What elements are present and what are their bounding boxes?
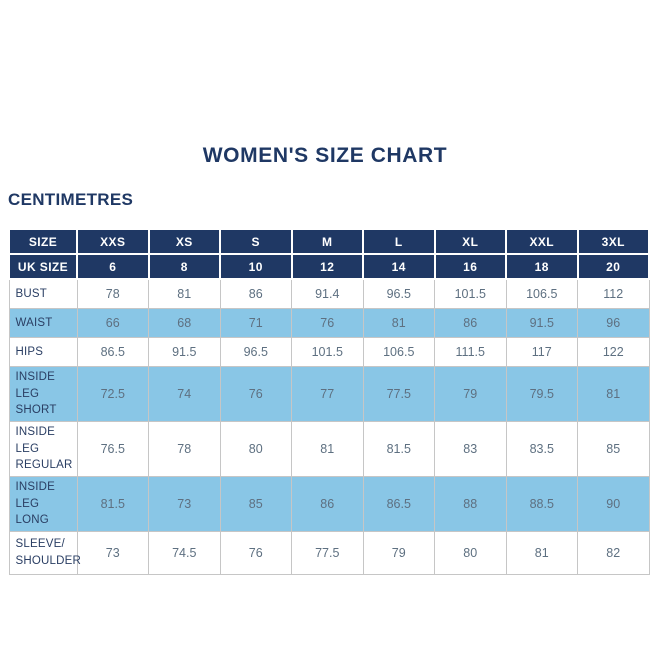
table-row: WAIST 66 68 71 76 81 86 91.5 96: [8, 308, 650, 338]
value-cell: 76: [219, 365, 292, 423]
header-value-cell: XXL: [505, 228, 579, 255]
table-row: INSIDE LEG LONG 81.5 73 85 86 86.5 88 88.5 90: [8, 476, 650, 533]
value-cell: 91.4: [291, 278, 364, 309]
value-cell: 91.5: [148, 337, 221, 367]
header-label-cell: SIZE: [8, 228, 78, 255]
value-cell: 73: [148, 476, 221, 533]
value-cell: 91.5: [505, 308, 578, 338]
value-cell: 74: [148, 365, 221, 423]
value-cell: 79: [362, 531, 435, 576]
value-cell: 71: [219, 308, 292, 338]
value-cell: 78: [148, 421, 221, 478]
value-cell: 85: [577, 421, 650, 478]
value-cell: 83.5: [505, 421, 578, 478]
value-cell: 80: [219, 421, 292, 478]
header-value-cell: 16: [433, 253, 507, 280]
header-value-cell: 3XL: [576, 228, 650, 255]
header-value-cell: 18: [505, 253, 579, 280]
header-value-cell: M: [290, 228, 364, 255]
value-cell: 81: [505, 531, 578, 576]
page-title: WOMEN'S SIZE CHART: [202, 144, 448, 167]
value-cell: 86: [219, 278, 292, 309]
row-label-cell: BUST: [8, 278, 78, 309]
value-cell: 73: [76, 531, 149, 576]
header-label-cell: UK SIZE: [8, 253, 78, 280]
value-cell: 81.5: [362, 421, 435, 478]
value-cell: 77.5: [291, 531, 364, 576]
value-cell: 77.5: [362, 365, 435, 423]
table-row: BUST 78 81 86 91.4 96.5 101.5 106.5 112: [8, 278, 650, 309]
header-row: UK SIZE 6 8 10 12 14 16 18 20: [8, 253, 650, 280]
table-row: INSIDE LEG SHORT 72.5 74 76 77 77.5 79 79.5 81: [8, 365, 650, 423]
header-value-cell: XXS: [76, 228, 150, 255]
value-cell: 76.5: [76, 421, 149, 478]
value-cell: 76: [291, 308, 364, 338]
value-cell: 101.5: [434, 278, 507, 309]
value-cell: 79.5: [505, 365, 578, 423]
value-cell: 76: [219, 531, 292, 576]
header-value-cell: S: [219, 228, 293, 255]
value-cell: 122: [577, 337, 650, 367]
value-cell: 106.5: [505, 278, 578, 309]
size-table-container: SIZE XXS XS S M L XL XXL 3XL UK SIZE 6 8 10 12 14 16 18 2…: [8, 228, 650, 576]
table-row: HIPS 86.5 91.5 96.5 101.5 106.5 111.5 117 122: [8, 337, 650, 367]
value-cell: 81: [148, 278, 221, 309]
value-cell: 74.5: [148, 531, 221, 576]
value-cell: 77: [291, 365, 364, 423]
value-cell: 86: [291, 476, 364, 533]
header-value-cell: 12: [290, 253, 364, 280]
value-cell: 85: [219, 476, 292, 533]
row-label-cell: INSIDE LEG REGULAR: [8, 421, 78, 478]
header-value-cell: 20: [576, 253, 650, 280]
value-cell: 68: [148, 308, 221, 338]
value-cell: 80: [434, 531, 507, 576]
header-value-cell: XS: [147, 228, 221, 255]
row-label-cell: INSIDE LEG SHORT: [8, 365, 78, 423]
units-label: CENTIMETRES: [8, 190, 134, 209]
value-cell: 86: [434, 308, 507, 338]
value-cell: 96: [577, 308, 650, 338]
value-cell: 106.5: [362, 337, 435, 367]
header-value-cell: XL: [433, 228, 507, 255]
value-cell: 66: [76, 308, 149, 338]
value-cell: 86.5: [76, 337, 149, 367]
value-cell: 88.5: [505, 476, 578, 533]
row-label-cell: WAIST: [8, 308, 78, 338]
value-cell: 101.5: [291, 337, 364, 367]
value-cell: 90: [577, 476, 650, 533]
size-table: SIZE XXS XS S M L XL XXL 3XL UK SIZE 6 8 10 12 14 16 18 2…: [8, 228, 650, 576]
value-cell: 83: [434, 421, 507, 478]
value-cell: 96.5: [219, 337, 292, 367]
value-cell: 81.5: [76, 476, 149, 533]
table-row: INSIDE LEG REGULAR 76.5 78 80 81 81.5 83 83.5 85: [8, 421, 650, 478]
header-value-cell: 8: [147, 253, 221, 280]
value-cell: 81: [291, 421, 364, 478]
value-cell: 82: [577, 531, 650, 576]
row-label-cell: HIPS: [8, 337, 78, 367]
row-label-cell: INSIDE LEG LONG: [8, 476, 78, 533]
table-row: SLEEVE/ SHOULDER 73 74.5 76 77.5 79 80 81 82: [8, 531, 650, 576]
value-cell: 117: [505, 337, 578, 367]
value-cell: 86.5: [362, 476, 435, 533]
row-label-cell: SLEEVE/ SHOULDER: [8, 531, 81, 576]
header-value-cell: 14: [362, 253, 436, 280]
value-cell: 96.5: [362, 278, 435, 309]
header-row: SIZE XXS XS S M L XL XXL 3XL: [8, 228, 650, 255]
value-cell: 72.5: [76, 365, 149, 423]
value-cell: 112: [577, 278, 650, 309]
value-cell: 88: [434, 476, 507, 533]
value-cell: 79: [434, 365, 507, 423]
header-value-cell: L: [362, 228, 436, 255]
value-cell: 81: [577, 365, 650, 423]
value-cell: 81: [362, 308, 435, 338]
header-value-cell: 10: [219, 253, 293, 280]
value-cell: 111.5: [434, 337, 507, 367]
size-table-body: SIZE XXS XS S M L XL XXL 3XL UK SIZE 6 8 10 12 14 16 18 2…: [8, 228, 650, 576]
header-value-cell: 6: [76, 253, 150, 280]
value-cell: 78: [76, 278, 149, 309]
